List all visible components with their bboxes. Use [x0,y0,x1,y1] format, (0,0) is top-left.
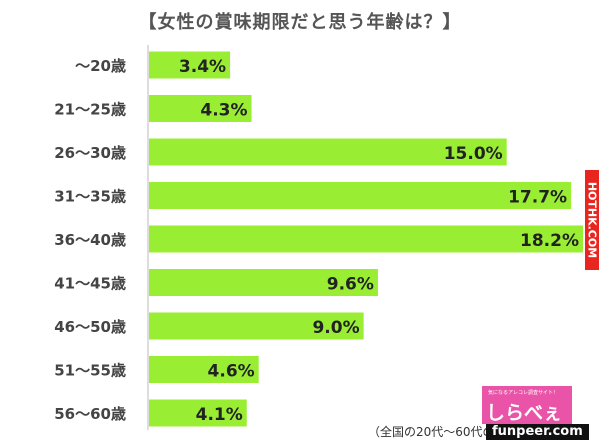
category-label: 46～50歳 [54,318,126,336]
bar [149,51,231,79]
bar [149,399,247,427]
value-label: 9.6% [327,275,374,295]
bar [149,356,259,383]
category-label: 41～45歳 [54,275,126,293]
value-label: 17.7% [508,188,567,208]
bar [149,182,572,209]
value-label: 4.3% [200,101,247,121]
category-label: 31～35歳 [54,188,126,206]
category-label: 36～40歳 [54,231,126,249]
bar [149,95,252,122]
source-note: （全国の20代～60代の [368,425,495,439]
category-label: ～20歳 [75,57,126,75]
category-label: 56～60歳 [54,405,126,423]
shirabee-wordmark: しらべぇ [486,402,563,424]
bars-layer: ～20歳 3.4% 21～25歳 4.3% 26～30歳 15.0% 31～35歳 17.7%… [54,51,583,427]
shirabee-logo: 気になるアレコレ調査サイト！ しらべぇ [482,386,572,424]
category-label: 51～55歳 [54,362,126,380]
category-label: 26～30歳 [54,144,126,162]
shirabee-tagline: 気になるアレコレ調査サイト！ [488,390,559,396]
value-label: 4.1% [196,405,243,425]
chart-title: 【女性の賞味期限だと思う年齢は？】 [138,12,462,33]
bar [149,312,364,340]
value-label: 15.0% [444,144,503,164]
value-label: 9.0% [312,318,359,338]
value-label: 3.4% [179,57,226,77]
bar [149,269,378,296]
hothk-watermark-text: HOTHK.COM [585,181,599,259]
value-label: 18.2% [520,231,579,251]
hothk-watermark: HOTHK.COM [585,170,599,270]
category-label: 21～25歳 [54,101,126,119]
bar [149,138,507,166]
value-label: 4.6% [208,362,255,382]
bar [149,225,583,253]
funpeer-watermark: funpeer.com [486,424,589,440]
